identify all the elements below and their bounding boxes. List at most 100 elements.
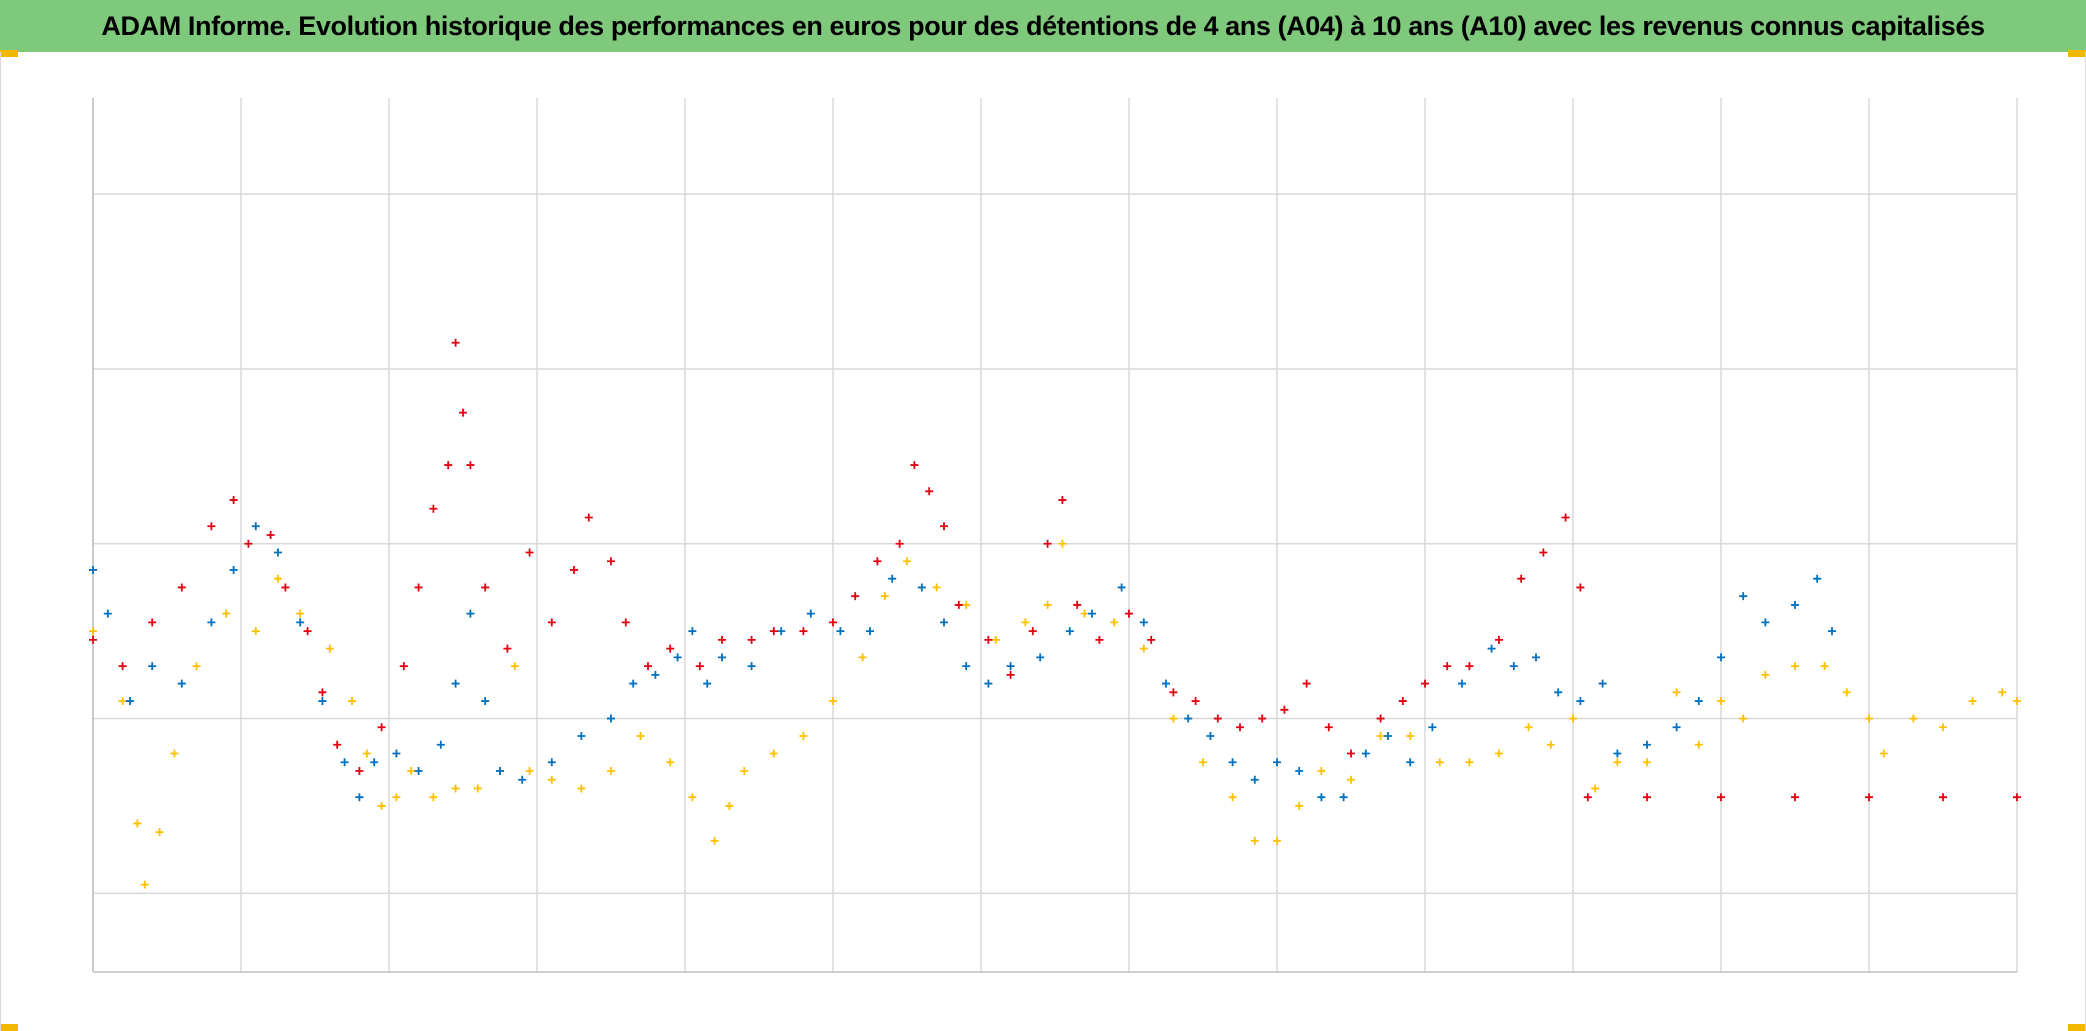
data-point: [747, 635, 756, 644]
data-point: [362, 749, 371, 758]
data-point: [806, 609, 815, 618]
data-point: [148, 662, 157, 671]
data-point: [962, 600, 971, 609]
data-point: [451, 338, 460, 347]
data-point: [799, 627, 808, 636]
data-point: [1828, 627, 1836, 636]
data-point: [940, 522, 948, 531]
data-point: [851, 592, 860, 601]
data-point: [910, 461, 919, 470]
data-point: [2013, 793, 2021, 802]
data-point: [1006, 670, 1015, 679]
data-point: [1458, 679, 1466, 688]
corner-accent-top-left: [0, 50, 18, 57]
data-point: [1591, 784, 1600, 793]
data-point: [126, 697, 134, 706]
data-point: [1228, 793, 1237, 802]
data-point: [651, 670, 660, 679]
data-point: [1162, 679, 1170, 688]
data-point: [1820, 662, 1829, 671]
data-point: [1865, 793, 1873, 802]
data-point: [355, 766, 364, 775]
data-point: [303, 627, 312, 636]
data-point: [1324, 723, 1333, 732]
data-point: [1465, 758, 1474, 767]
data-point: [666, 758, 675, 767]
data-point: [747, 662, 756, 671]
data-point: [274, 574, 282, 583]
data-point: [177, 679, 186, 688]
data-point: [903, 557, 911, 566]
data-point: [177, 583, 186, 592]
series-0: [89, 539, 2021, 889]
data-point: [673, 653, 682, 662]
data-point: [1406, 732, 1415, 741]
data-point: [481, 583, 490, 592]
data-point: [962, 662, 971, 671]
data-point: [607, 714, 615, 723]
data-point: [1576, 583, 1585, 592]
data-point: [140, 880, 149, 889]
series-1: [89, 522, 1836, 802]
data-point: [1139, 644, 1148, 653]
data-point: [1169, 714, 1178, 723]
data-point: [89, 627, 97, 636]
data-point: [666, 644, 675, 653]
data-point: [355, 793, 364, 802]
data-point: [703, 679, 712, 688]
data-point: [414, 583, 423, 592]
data-point: [1347, 749, 1355, 758]
data-point: [1088, 609, 1096, 618]
data-point: [444, 461, 453, 470]
data-point: [348, 697, 356, 706]
data-point: [1376, 714, 1385, 723]
data-point: [274, 548, 282, 557]
data-point: [192, 662, 201, 671]
data-point: [318, 688, 327, 697]
data-point: [1065, 627, 1074, 636]
data-point: [725, 801, 734, 810]
data-point: [547, 618, 556, 627]
data-point: [1532, 653, 1540, 662]
data-point: [880, 592, 889, 601]
data-point: [473, 784, 482, 793]
data-point: [984, 635, 993, 644]
data-point: [1043, 539, 1052, 548]
data-point: [858, 653, 867, 662]
chart-title: ADAM Informe. Evolution historique des p…: [101, 10, 1985, 41]
data-point: [2013, 697, 2021, 706]
data-point: [251, 627, 260, 636]
data-point: [503, 644, 512, 653]
data-point: [1465, 662, 1474, 671]
data-point: [829, 618, 837, 627]
data-point: [296, 609, 305, 618]
data-point: [1250, 775, 1259, 784]
series-2: [89, 338, 2021, 802]
data-point: [133, 819, 142, 828]
data-point: [207, 618, 216, 627]
data-point: [577, 732, 586, 741]
data-point: [1487, 644, 1496, 653]
data-point: [1879, 749, 1888, 758]
data-point: [1273, 758, 1281, 767]
data-point: [1302, 679, 1311, 688]
data-point: [718, 635, 726, 644]
chart-area: [0, 52, 2086, 1031]
data-point: [1384, 732, 1392, 741]
data-point: [1021, 618, 1030, 627]
data-point: [1517, 574, 1526, 583]
data-point: [525, 766, 534, 775]
data-point: [333, 740, 342, 749]
data-point: [222, 609, 231, 618]
data-point: [718, 653, 726, 662]
data-point: [1073, 600, 1082, 609]
data-point: [1036, 653, 1045, 662]
data-point: [1495, 635, 1503, 644]
data-point: [451, 679, 460, 688]
data-point: [1043, 600, 1052, 609]
data-point: [377, 723, 386, 732]
data-point: [377, 801, 386, 810]
data-point: [1717, 793, 1725, 802]
data-point: [370, 758, 379, 767]
data-point: [1583, 793, 1592, 802]
